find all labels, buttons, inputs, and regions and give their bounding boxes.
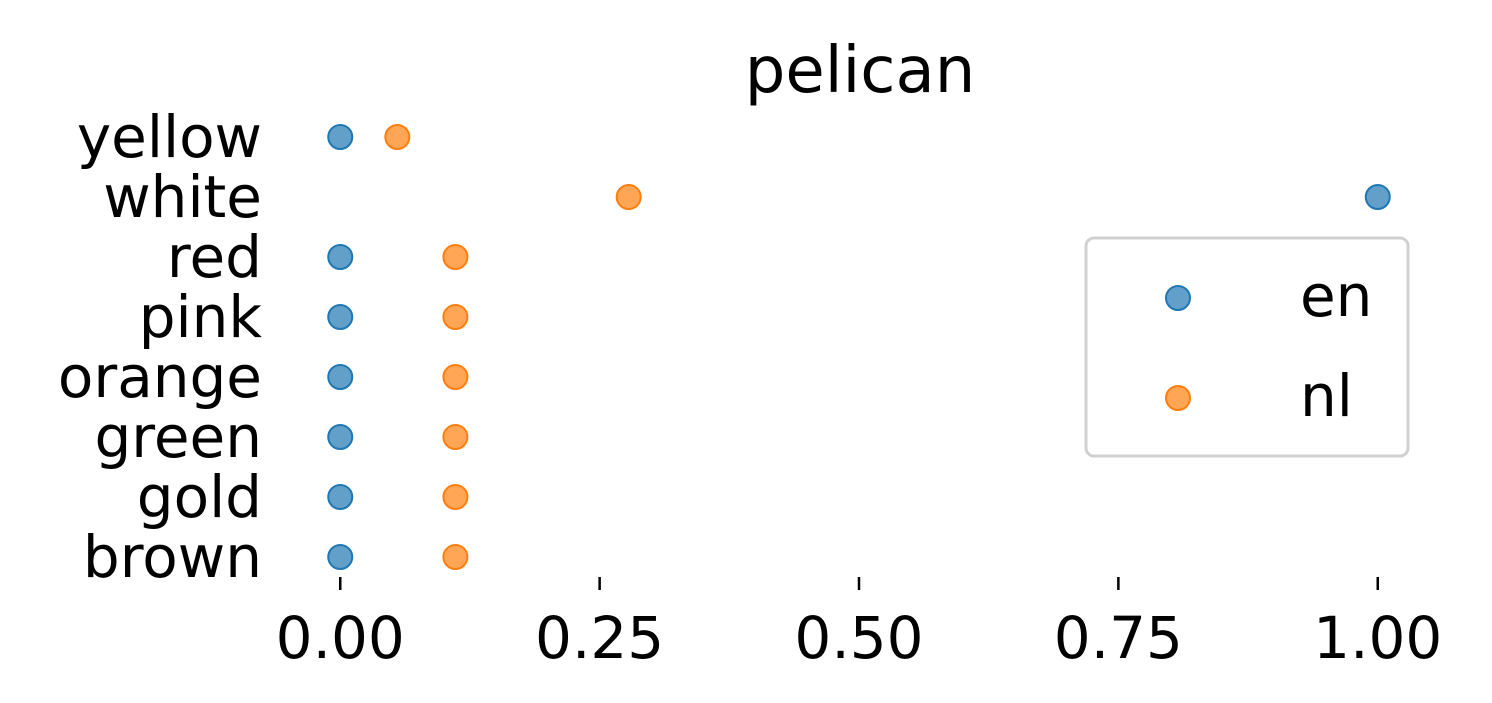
point-nl-orange: [442, 364, 469, 390]
point-en-yellow: [327, 124, 354, 150]
ytick-label-orange: orange: [58, 343, 262, 411]
legend-marker-nl: [1165, 385, 1191, 411]
xtick-label: 0.25: [535, 604, 664, 672]
chart-title: pelican: [745, 34, 976, 108]
point-nl-gold: [442, 484, 469, 510]
ytick-label-brown: brown: [83, 523, 262, 591]
point-en-white: [1364, 184, 1391, 210]
point-nl-yellow: [384, 124, 411, 150]
ytick-label-gold: gold: [137, 463, 262, 531]
point-en-red: [327, 244, 354, 270]
x-axis: 0.00 0.25 0.50 0.75 1.00: [276, 577, 1442, 672]
point-en-pink: [327, 304, 354, 330]
ytick-label-white: white: [103, 163, 262, 231]
point-en-green: [327, 424, 354, 450]
point-nl-white: [615, 184, 642, 210]
xtick-label: 0.75: [1054, 604, 1183, 672]
point-en-gold: [327, 484, 354, 510]
legend: en nl: [1084, 236, 1410, 458]
point-nl-red: [442, 244, 469, 270]
ytick-label-green: green: [94, 403, 262, 471]
point-en-brown: [327, 544, 354, 570]
ytick-label-pink: pink: [139, 283, 263, 351]
ytick-label-red: red: [167, 223, 262, 291]
legend-marker-en: [1165, 285, 1191, 311]
plot-area: [327, 124, 1391, 570]
xtick-label: 1.00: [1313, 604, 1442, 672]
xtick-label: 0.00: [276, 604, 405, 672]
legend-label-en: en: [1300, 262, 1372, 330]
ytick-label-yellow: yellow: [77, 103, 262, 171]
point-nl-pink: [442, 304, 469, 330]
point-nl-green: [442, 424, 469, 450]
legend-label-nl: nl: [1300, 362, 1353, 430]
point-nl-brown: [442, 544, 469, 570]
point-en-orange: [327, 364, 354, 390]
xtick-label: 0.50: [794, 604, 923, 672]
